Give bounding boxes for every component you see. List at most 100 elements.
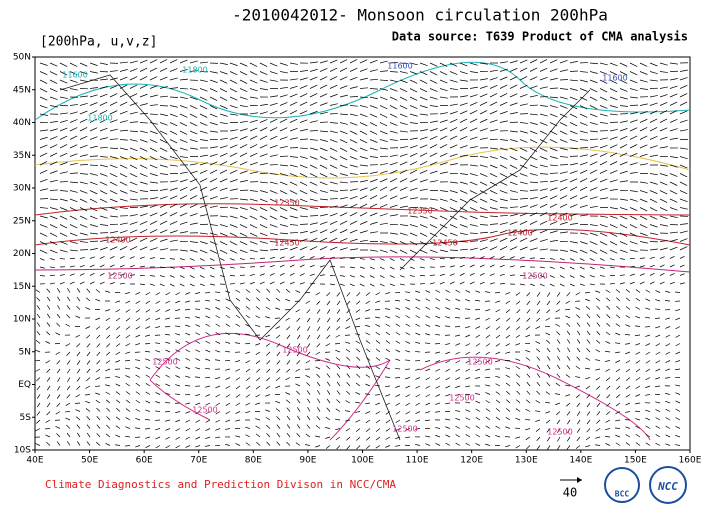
wind-arrow	[215, 315, 221, 319]
logo	[604, 467, 640, 503]
wind-arrow	[255, 343, 261, 346]
wind-arrow	[596, 419, 601, 424]
wind-arrow	[189, 195, 198, 200]
wind-arrow	[286, 343, 291, 348]
wind-arrow	[119, 230, 128, 234]
wind-arrow	[225, 368, 231, 371]
contour-label: 12500	[282, 346, 307, 355]
wind-arrow	[279, 198, 288, 203]
wind-arrow	[589, 79, 598, 84]
wind-arrow	[239, 224, 248, 229]
wind-arrow	[336, 390, 341, 395]
wind-arrow	[679, 282, 685, 285]
wind-arrow	[255, 433, 261, 438]
lon-label: 140E	[569, 456, 592, 466]
wind-arrow	[645, 385, 651, 389]
wind-arrow	[169, 130, 178, 135]
wind-arrow	[649, 136, 658, 140]
wind-arrow	[266, 288, 271, 293]
wind-arrow	[479, 173, 488, 177]
contour-label: 12350	[407, 207, 432, 216]
wind-arrow	[495, 309, 501, 313]
wind-arrow	[549, 156, 558, 159]
wind-arrow	[125, 383, 131, 387]
wind-arrow	[635, 297, 641, 302]
wind-arrow	[414, 351, 421, 353]
wind-arrow	[375, 375, 381, 378]
wind-arrow	[379, 88, 388, 91]
wind-arrow	[269, 264, 275, 268]
wind-arrow	[309, 246, 318, 251]
wind-arrow	[519, 198, 529, 200]
wind-arrow	[179, 139, 188, 143]
wind-arrow	[57, 296, 61, 302]
wind-arrow	[455, 425, 461, 429]
wind-arrow	[459, 198, 468, 203]
wind-arrow	[369, 156, 378, 158]
wind-arrow	[205, 411, 211, 415]
wind-arrow	[585, 385, 591, 390]
wind-arrow	[276, 288, 281, 293]
wind-arrow	[399, 283, 405, 286]
wind-arrow	[365, 300, 371, 304]
wind-arrow	[389, 162, 398, 166]
wind-arrow	[199, 232, 208, 235]
wind-arrow	[649, 102, 658, 106]
wind-arrow	[515, 445, 521, 449]
wind-arrow	[49, 241, 58, 246]
wind-arrow	[89, 136, 98, 140]
wind-arrow	[535, 400, 541, 404]
wind-arrow	[569, 79, 578, 82]
wind-arrow	[309, 156, 318, 160]
wind-arrow	[625, 442, 631, 446]
wind-arrow	[479, 190, 488, 195]
wind-arrow	[59, 198, 68, 202]
wind-arrow	[425, 385, 431, 389]
wind-arrow	[286, 432, 291, 438]
wind-arrow	[579, 204, 588, 208]
wind-arrow	[329, 246, 338, 251]
wind-arrow	[619, 258, 625, 260]
wind-arrow	[105, 384, 111, 387]
wind-arrow	[349, 203, 358, 208]
wind-arrow	[185, 324, 191, 327]
wind-arrow	[229, 71, 238, 76]
wind-arrow	[425, 377, 431, 381]
wind-arrow	[499, 84, 508, 89]
wind-arrow	[249, 71, 258, 76]
wind-arrow	[469, 190, 478, 195]
wind-arrow	[435, 289, 441, 293]
wind-arrow	[479, 198, 488, 203]
wind-arrow	[349, 173, 358, 175]
wind-arrow	[615, 402, 621, 407]
wind-arrow	[89, 155, 99, 157]
wind-arrow	[505, 292, 511, 295]
wind-arrow	[124, 445, 131, 447]
wind-arrow	[614, 342, 621, 344]
wind-arrow	[565, 315, 571, 319]
wind-arrow	[319, 102, 328, 106]
wind-arrow	[299, 101, 308, 106]
wind-arrow	[566, 402, 571, 407]
wind-arrow	[625, 360, 631, 364]
wind-arrow	[199, 275, 205, 278]
wind-arrow	[95, 377, 101, 380]
wind-arrow	[559, 283, 565, 287]
wind-arrow	[296, 334, 301, 340]
wind-arrow	[565, 394, 571, 397]
wind-arrow	[519, 181, 528, 185]
wind-arrow	[185, 349, 191, 353]
wind-arrow	[629, 198, 638, 202]
wind-arrow	[286, 441, 291, 446]
wind-arrow	[259, 135, 268, 140]
wind-arrow	[85, 326, 91, 329]
wind-arrow	[179, 113, 188, 118]
wind-arrow	[239, 161, 248, 166]
wind-arrow	[625, 297, 631, 302]
wind-arrow	[479, 118, 488, 123]
wind-arrow	[519, 256, 525, 259]
wind-arrow	[615, 323, 621, 327]
wind-arrow	[449, 181, 458, 184]
wind-arrow	[655, 290, 661, 293]
wind-arrow	[516, 390, 521, 395]
